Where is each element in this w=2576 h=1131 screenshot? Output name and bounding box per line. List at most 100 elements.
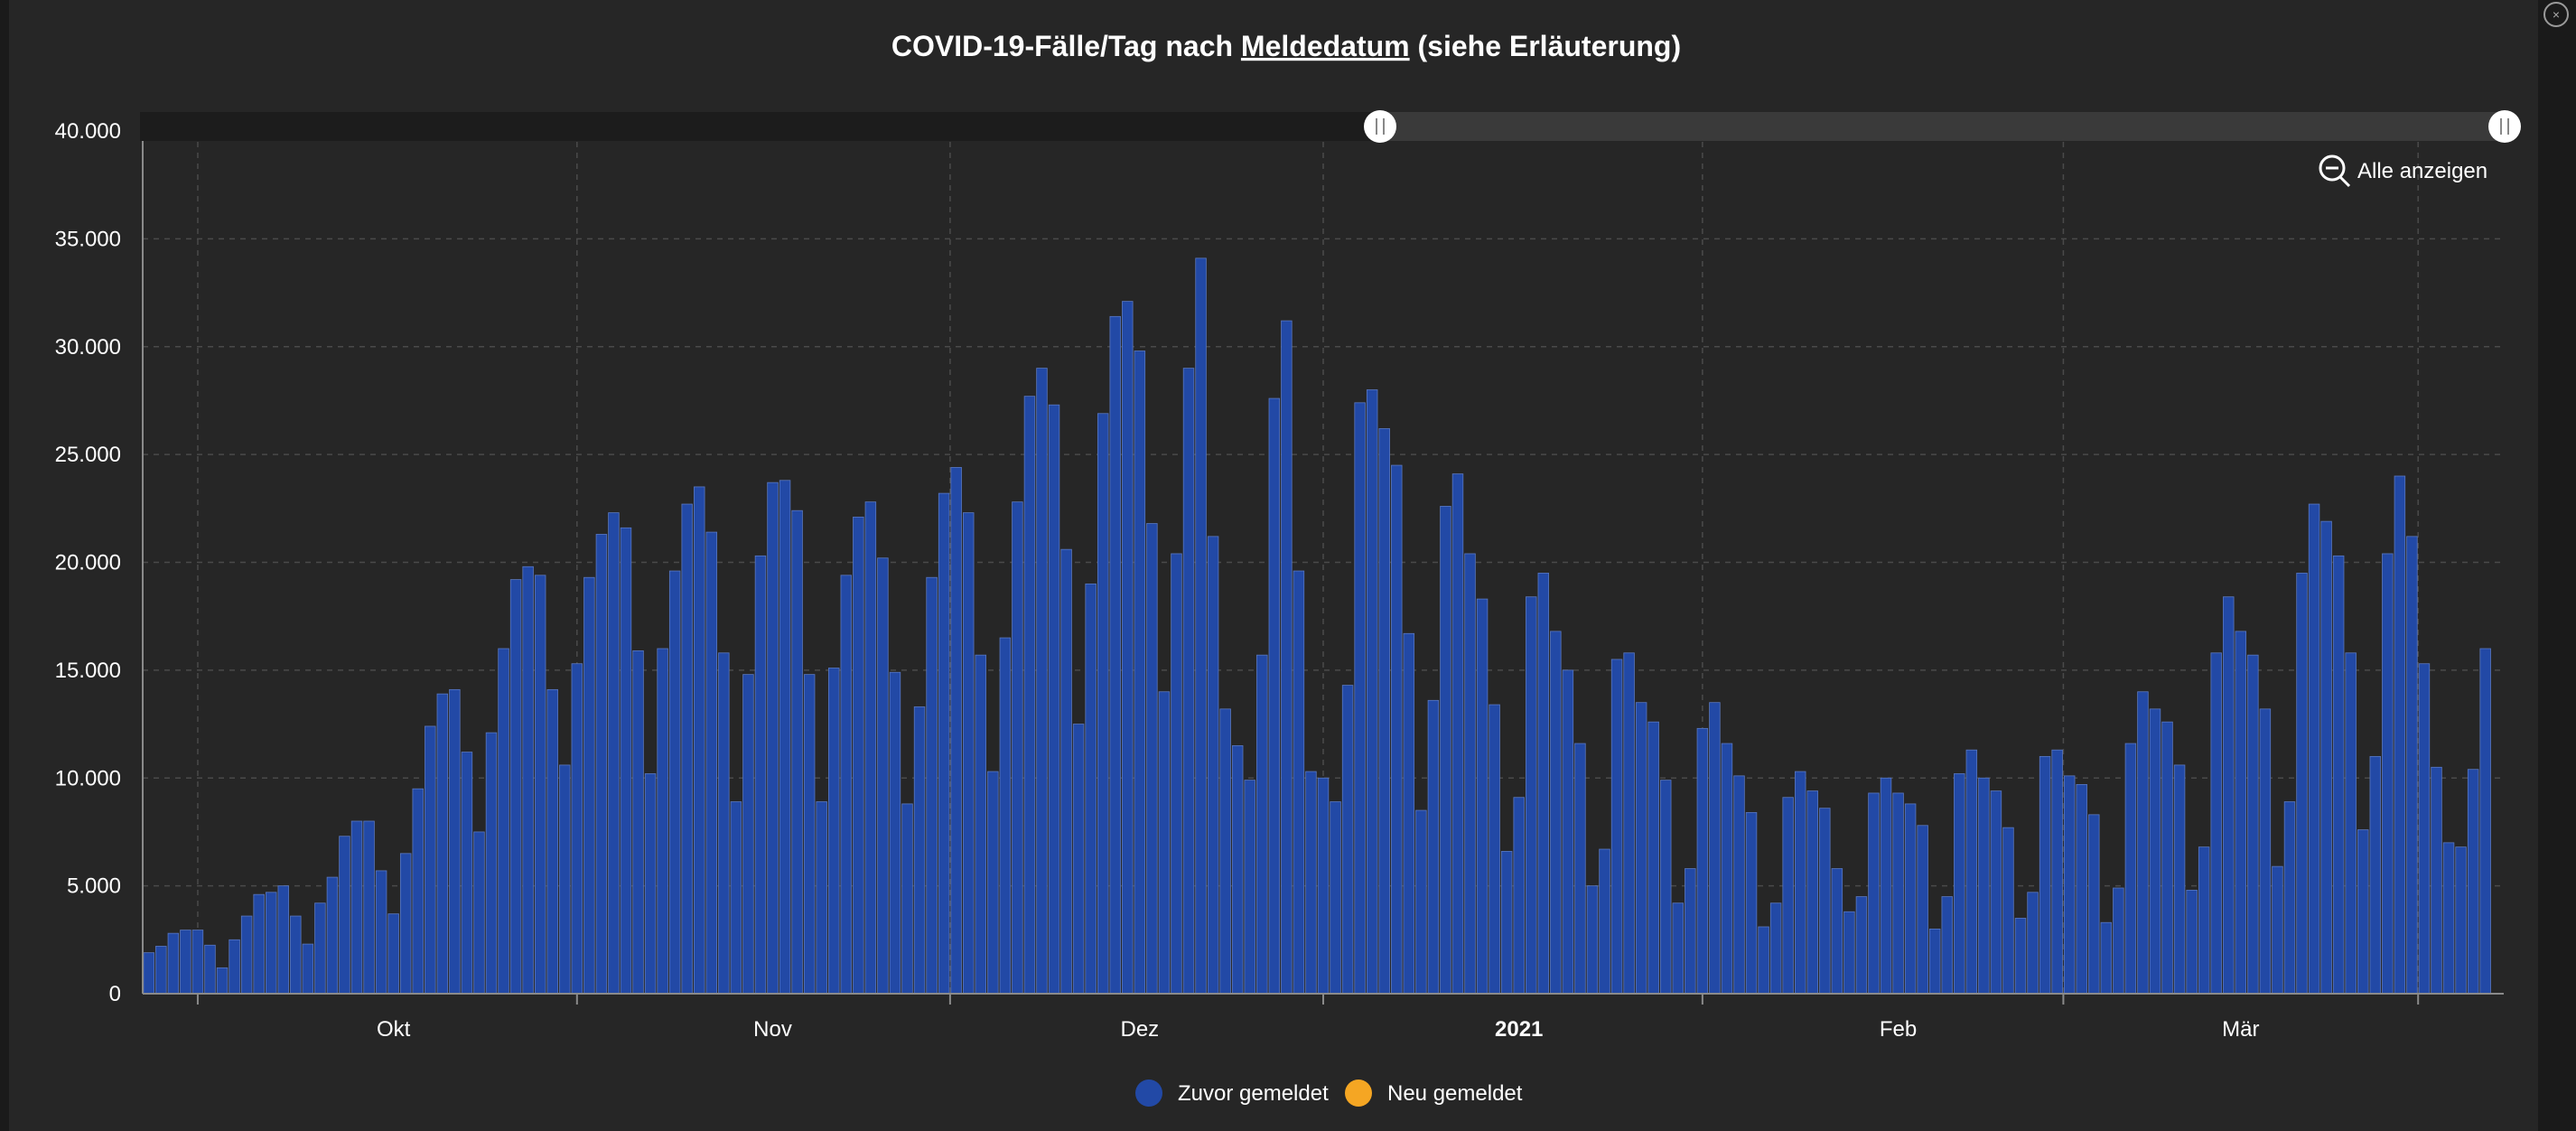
bar-zuvor-gemeldet [1060, 548, 1072, 995]
bar-zuvor-gemeldet [644, 773, 657, 995]
bar-zuvor-gemeldet [498, 648, 509, 995]
bar-zuvor-gemeldet [387, 913, 399, 995]
bar-zuvor-gemeldet [779, 480, 791, 995]
bar-zuvor-gemeldet [1440, 506, 1451, 995]
bar-zuvor-gemeldet [240, 915, 253, 995]
bar-zuvor-gemeldet [1623, 652, 1635, 995]
bar-zuvor-gemeldet [2259, 708, 2272, 995]
bar-zuvor-gemeldet [1745, 812, 1758, 995]
bar-zuvor-gemeldet [987, 771, 999, 995]
bar-zuvor-gemeldet [253, 893, 265, 995]
bar-zuvor-gemeldet [1685, 868, 1696, 995]
bar-zuvor-gemeldet [694, 486, 705, 995]
bar-zuvor-gemeldet [229, 939, 240, 995]
legend-swatch [1345, 1080, 1372, 1107]
bar-zuvor-gemeldet [2357, 829, 2369, 995]
bar-zuvor-gemeldet [1782, 797, 1794, 995]
zoom-out-icon [2319, 154, 2351, 188]
bar-zuvor-gemeldet [1097, 413, 1109, 995]
bar-zuvor-gemeldet [1451, 473, 1464, 995]
bar-zuvor-gemeldet [1464, 553, 1476, 995]
bar-zuvor-gemeldet [1378, 428, 1390, 995]
bar-zuvor-gemeldet [2198, 846, 2210, 995]
bar-zuvor-gemeldet [1305, 771, 1317, 995]
bar-zuvor-gemeldet [1831, 868, 1843, 995]
bar-zuvor-gemeldet [2320, 520, 2332, 995]
bar-zuvor-gemeldet [1855, 896, 1868, 995]
bar-zuvor-gemeldet [2039, 755, 2051, 995]
bar-zuvor-gemeldet [143, 952, 154, 995]
bar-zuvor-gemeldet [1012, 501, 1023, 995]
bar-zuvor-gemeldet [620, 527, 632, 995]
bar-zuvor-gemeldet [1954, 773, 1965, 995]
bar-zuvor-gemeldet [1586, 885, 1599, 995]
bar-zuvor-gemeldet [1354, 402, 1366, 995]
bar-zuvor-gemeldet [1550, 631, 1562, 995]
bar-zuvor-gemeldet [1526, 596, 1537, 995]
bar-zuvor-gemeldet [1769, 902, 1782, 995]
bar-zuvor-gemeldet [375, 870, 387, 995]
collapse-icon[interactable]: × [2543, 2, 2569, 27]
range-navigator[interactable] [140, 110, 2521, 143]
bar-zuvor-gemeldet [167, 932, 180, 995]
bar-zuvor-gemeldet [1990, 790, 2002, 995]
bar-zuvor-gemeldet [1819, 808, 1831, 995]
bar-zuvor-gemeldet [1109, 315, 1121, 995]
bar-zuvor-gemeldet [2406, 536, 2418, 995]
bar-zuvor-gemeldet [1904, 803, 1917, 995]
bar-zuvor-gemeldet [668, 570, 681, 995]
bar-zuvor-gemeldet [901, 803, 913, 995]
bar-zuvor-gemeldet [2186, 890, 2198, 995]
bar-zuvor-gemeldet [2308, 503, 2320, 995]
title-prefix: COVID-19-Fälle/Tag nach [891, 30, 1241, 62]
bar-zuvor-gemeldet [2063, 775, 2076, 995]
bar-zuvor-gemeldet [2467, 769, 2479, 995]
bar-zuvor-gemeldet [546, 688, 558, 995]
bar-zuvor-gemeldet [1794, 771, 1806, 995]
bar-zuvor-gemeldet [840, 575, 853, 995]
bar-zuvor-gemeldet [1341, 685, 1354, 995]
bar-zuvor-gemeldet [2149, 708, 2161, 995]
bar-zuvor-gemeldet [1085, 583, 1097, 995]
x-tick-label: Dez [1120, 1017, 1159, 1042]
bar-zuvor-gemeldet [608, 512, 620, 995]
navigator-left-handle[interactable] [1364, 110, 1396, 143]
bar-zuvor-gemeldet [803, 674, 816, 995]
y-tick-label: 35.000 [55, 227, 121, 251]
bar-zuvor-gemeldet [864, 501, 877, 995]
bar-zuvor-gemeldet [816, 801, 827, 995]
bar-zuvor-gemeldet [1610, 659, 1623, 995]
bar-zuvor-gemeldet [2345, 652, 2357, 995]
bar-zuvor-gemeldet [1146, 523, 1158, 995]
navigator-selection[interactable] [1380, 112, 2505, 141]
bar-zuvor-gemeldet [1427, 699, 1440, 995]
bar-zuvor-gemeldet [1244, 780, 1255, 995]
y-tick-label: 20.000 [55, 551, 121, 575]
bar-zuvor-gemeldet [2455, 846, 2467, 995]
bar-zuvor-gemeldet [436, 693, 449, 995]
bar-zuvor-gemeldet [962, 512, 975, 995]
bar-zuvor-gemeldet [1281, 320, 1293, 995]
navigator-right-handle[interactable] [2488, 110, 2521, 143]
legend-label: Neu gemeldet [1387, 1081, 1523, 1106]
bar-zuvor-gemeldet [559, 764, 571, 995]
bar-zuvor-gemeldet [290, 915, 302, 995]
bar-zuvor-gemeldet [950, 467, 962, 995]
bar-zuvor-gemeldet [1928, 928, 1941, 995]
bar-zuvor-gemeldet [2210, 652, 2222, 995]
bar-zuvor-gemeldet [657, 648, 668, 995]
bar-zuvor-gemeldet [1219, 708, 1231, 995]
bar-zuvor-gemeldet [461, 752, 473, 995]
zoom-reset-button[interactable]: Alle anzeigen [2319, 154, 2487, 188]
bar-zuvor-gemeldet [1941, 896, 1953, 995]
bar-zuvor-gemeldet [350, 820, 363, 995]
x-tick-label: 2021 [1495, 1017, 1543, 1042]
bar-zuvor-gemeldet [155, 946, 167, 995]
bar-zuvor-gemeldet [180, 930, 191, 995]
bar-zuvor-gemeldet [485, 732, 498, 995]
bar-zuvor-gemeldet [926, 576, 938, 995]
bar-zuvor-gemeldet [522, 566, 534, 995]
bar-zuvor-gemeldet [1231, 745, 1244, 995]
title-link[interactable]: Meldedatum [1241, 30, 1410, 62]
bar-zuvor-gemeldet [1330, 801, 1341, 995]
